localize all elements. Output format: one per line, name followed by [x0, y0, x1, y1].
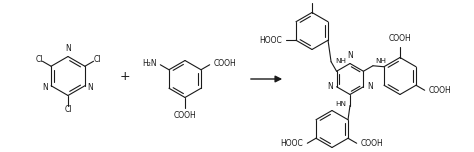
Text: N: N — [65, 44, 71, 53]
Text: COOH: COOH — [389, 35, 411, 43]
Text: Cl: Cl — [35, 55, 43, 64]
Text: COOH: COOH — [173, 112, 196, 121]
Text: Cl: Cl — [93, 55, 101, 64]
Text: NH: NH — [335, 58, 346, 64]
Text: +: + — [120, 69, 130, 83]
Text: HOOC: HOOC — [259, 36, 282, 45]
Text: H₂N: H₂N — [143, 59, 157, 68]
Text: N: N — [367, 82, 373, 91]
Text: COOH: COOH — [428, 86, 451, 95]
Text: N: N — [347, 51, 353, 60]
Text: NH: NH — [375, 58, 386, 64]
Text: Cl: Cl — [64, 105, 72, 114]
Text: HN: HN — [335, 102, 346, 107]
Text: N: N — [43, 83, 48, 92]
Text: COOH: COOH — [361, 139, 383, 148]
Text: COOH: COOH — [213, 59, 236, 68]
Text: N: N — [327, 82, 333, 91]
Text: HOOC: HOOC — [281, 139, 303, 148]
Text: N: N — [88, 83, 93, 92]
